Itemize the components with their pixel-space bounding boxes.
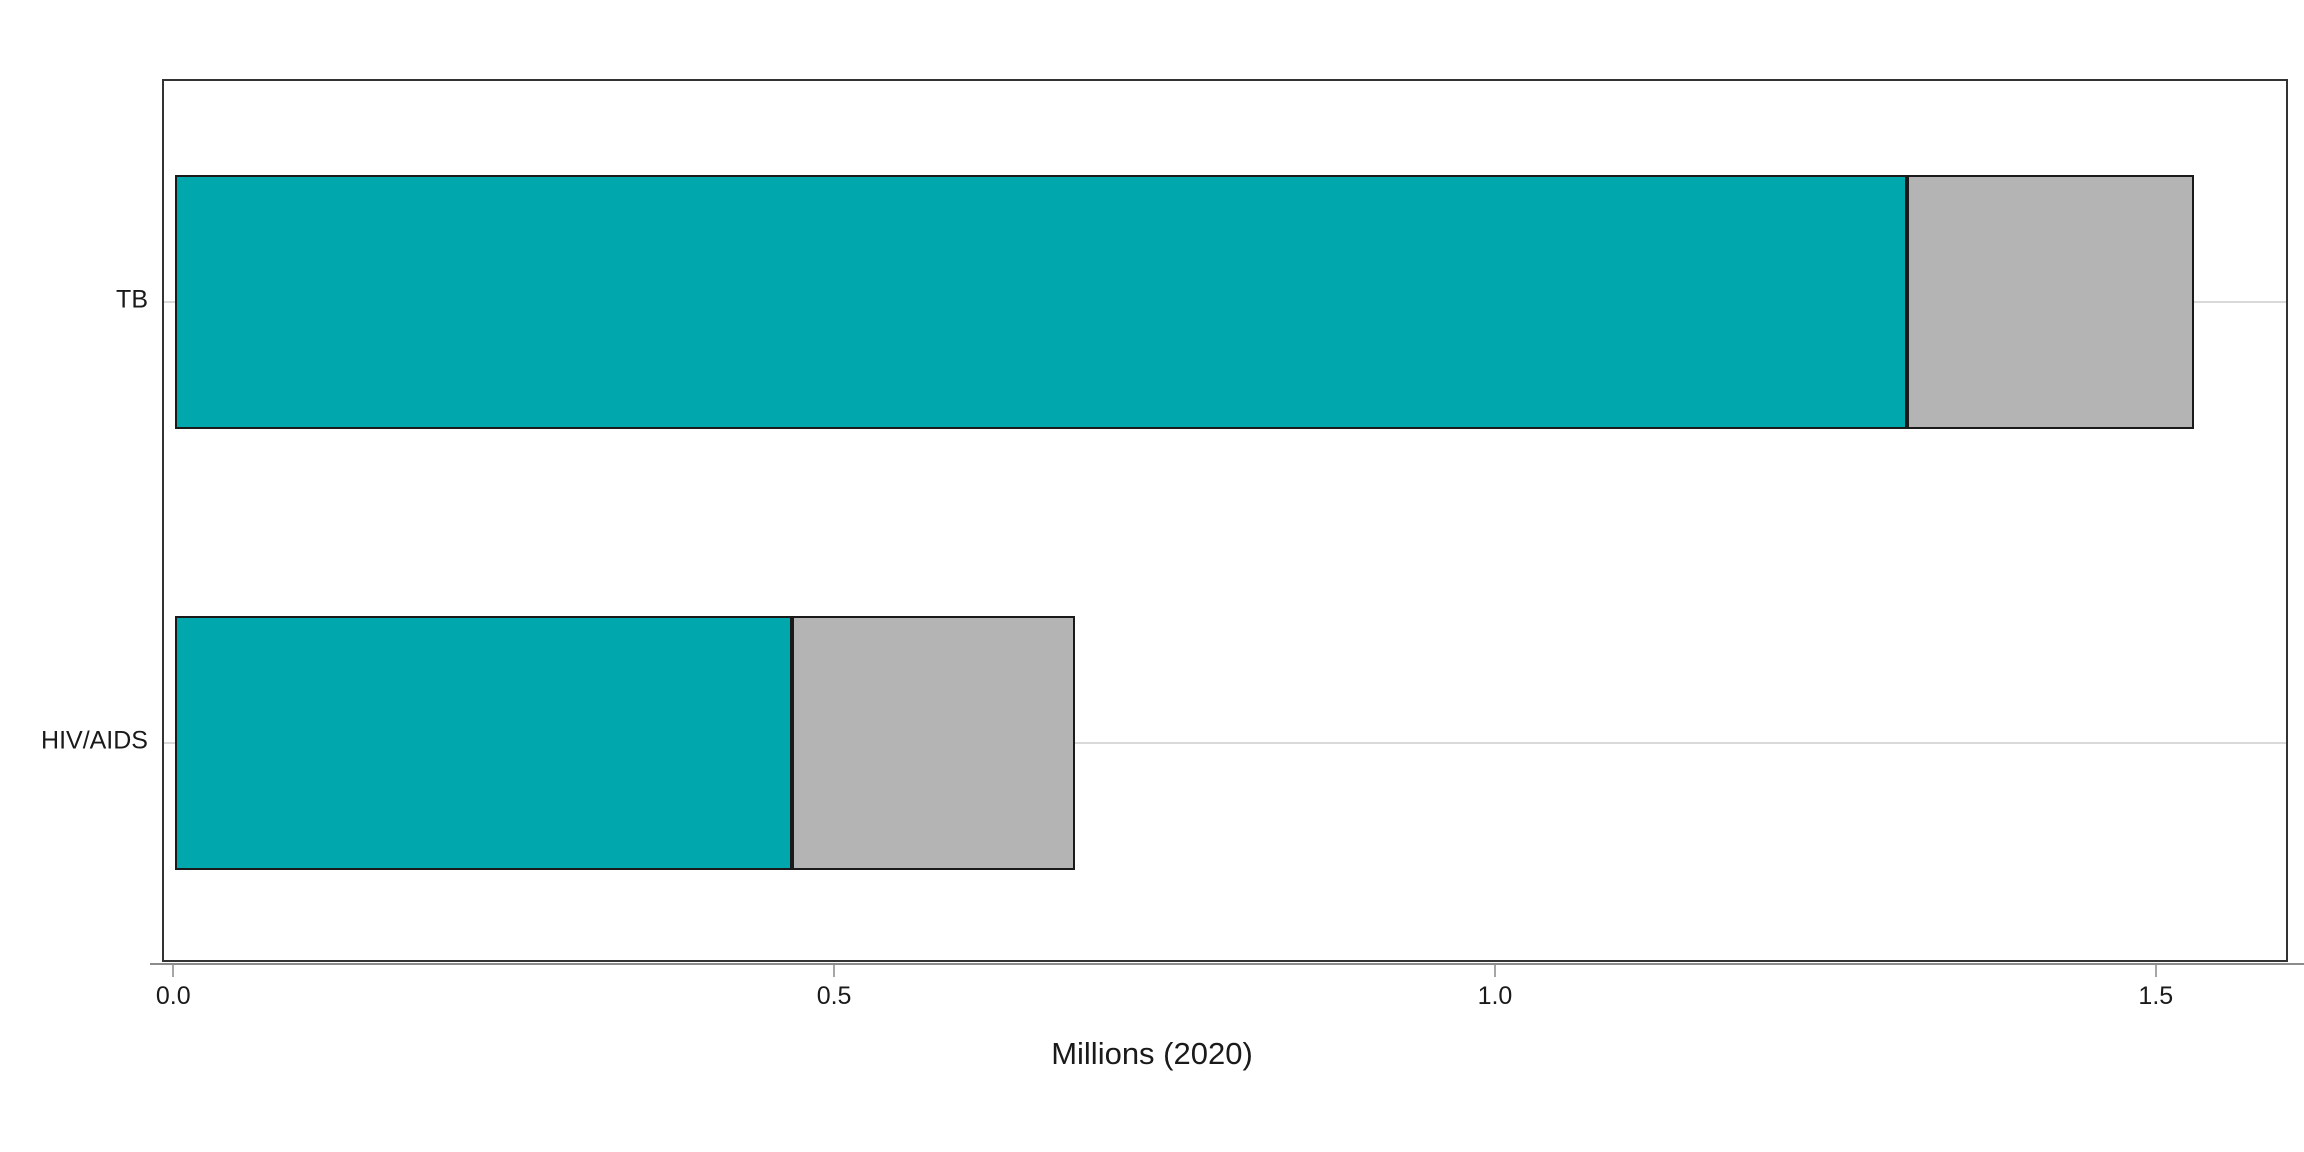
bar-segment-tb-2[interactable] xyxy=(1906,174,2194,429)
x-axis-line xyxy=(150,963,2304,965)
bar-segment-tb-1[interactable] xyxy=(175,174,1907,429)
x-tick-label-0.0: 0.0 xyxy=(155,982,191,1010)
plot-panel xyxy=(162,79,2288,962)
x-tick-label-0.5: 0.5 xyxy=(816,982,852,1010)
plot-area xyxy=(164,81,2286,960)
x-tick-1.5 xyxy=(2154,965,2157,977)
gridline-hiv-aids xyxy=(164,742,2286,745)
x-axis-title: Millions (2020) xyxy=(1051,1036,1253,1071)
y-axis-label-tb: TB xyxy=(116,285,148,314)
x-tick-label-1.5: 1.5 xyxy=(2138,982,2174,1010)
x-tick-0.0 xyxy=(172,965,175,977)
x-tick-label-1.0: 1.0 xyxy=(1477,982,1513,1010)
y-axis-label-hiv-aids: HIV/AIDS xyxy=(41,726,148,755)
bar-segment-hiv-aids-2[interactable] xyxy=(792,616,1076,871)
x-tick-1.0 xyxy=(1493,965,1496,977)
bar-segment-hiv-aids-1[interactable] xyxy=(175,616,793,871)
x-tick-0.5 xyxy=(833,965,836,977)
